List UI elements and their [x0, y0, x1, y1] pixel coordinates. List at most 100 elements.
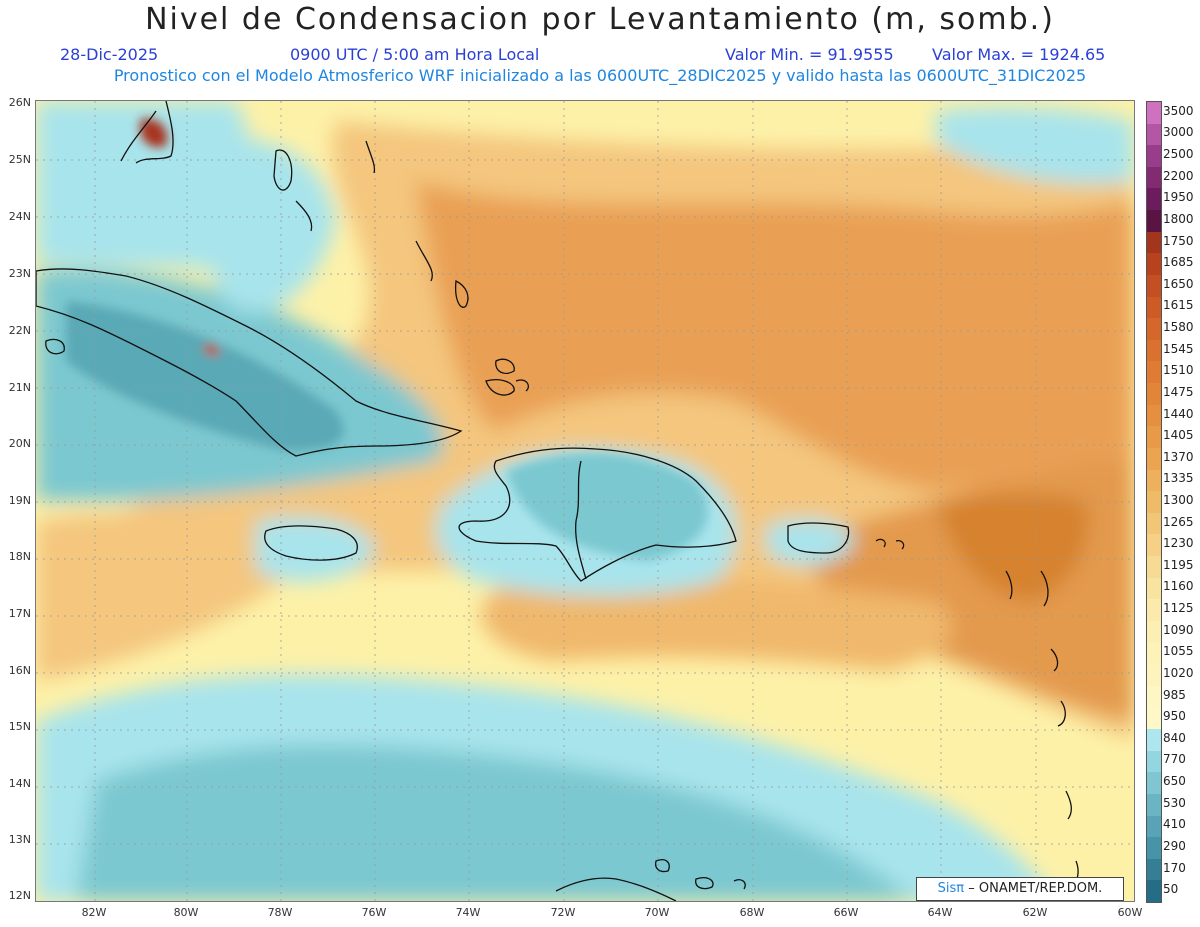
- colorbar-segment: [1147, 577, 1161, 600]
- colorbar-segment: [1147, 534, 1161, 557]
- field-cyan-bahamas: [202, 139, 336, 313]
- colorbar-segment: [1147, 274, 1161, 298]
- colorbar-label: 1510: [1163, 363, 1194, 378]
- colorbar-label: 950: [1163, 709, 1186, 724]
- lon-label-76W: 76W: [361, 906, 387, 919]
- lat-label-26N: 26N: [8, 96, 31, 109]
- lon-label-80W: 80W: [173, 906, 199, 919]
- colorbar-label: 1335: [1163, 471, 1194, 486]
- map-title: Nivel de Condensacion por Levantamiento …: [145, 2, 1055, 37]
- coast-venezuela: [555, 877, 677, 901]
- colorbar-segment: [1147, 383, 1161, 406]
- coast-bonaire: [733, 879, 746, 890]
- colorbar-label: 1750: [1163, 233, 1194, 248]
- colorbar-segment: [1147, 188, 1161, 211]
- map-panel: [35, 100, 1135, 902]
- colorbar-label: 530: [1163, 795, 1186, 810]
- colorbar-segment: [1147, 145, 1161, 168]
- colorbar-label: 1125: [1163, 601, 1194, 616]
- coast-cuba: [36, 268, 463, 457]
- coast-virgin-islands: [875, 538, 905, 550]
- colorbar-segment: [1147, 253, 1161, 276]
- colorbar-segment: [1147, 664, 1161, 687]
- lat-label-20N: 20N: [8, 437, 31, 450]
- colorbar-label: 1230: [1163, 536, 1194, 551]
- colorbar-segment: [1147, 361, 1161, 384]
- colorbar-label: 1055: [1163, 644, 1194, 659]
- field-shading: [36, 101, 1134, 901]
- colorbar-label: 3000: [1163, 125, 1194, 140]
- coast-isla-juventud: [45, 338, 65, 355]
- lon-label-78W: 78W: [267, 906, 293, 919]
- lon-label-72W: 72W: [550, 906, 576, 919]
- lat-label-21N: 21N: [8, 381, 31, 394]
- colorbar-segment: [1147, 729, 1161, 752]
- colorbar-segment: [1147, 707, 1161, 730]
- colorbar-label: 1685: [1163, 255, 1194, 270]
- coast-haiti-border: [575, 460, 587, 580]
- colorbar-label: 1545: [1163, 341, 1194, 356]
- lat-label-17N: 17N: [8, 607, 31, 620]
- field-dark-orange: [936, 493, 1089, 601]
- colorbar-label: 650: [1163, 774, 1186, 789]
- colorbar-segment: [1147, 339, 1161, 362]
- lat-label-22N: 22N: [8, 324, 31, 337]
- colorbar-segment: [1147, 793, 1161, 816]
- sispi-logo: Sisπ: [937, 881, 965, 896]
- coast-jamaica: [264, 525, 358, 561]
- colorbar-label: 1440: [1163, 406, 1194, 421]
- lat-label-13N: 13N: [8, 833, 31, 846]
- lat-label-19N: 19N: [8, 494, 31, 507]
- model-info-line: Pronostico con el Modelo Atmosferico WRF…: [113, 66, 1087, 85]
- coast-aruba: [654, 859, 670, 873]
- lon-label-62W: 62W: [1022, 906, 1048, 919]
- colorbar: [1146, 101, 1162, 903]
- colorbar-label: 2500: [1163, 147, 1194, 162]
- credit-box: Sisπ – ONAMET/REP.DOM.: [916, 877, 1124, 901]
- field-red-florida: [140, 118, 168, 148]
- lon-label-68W: 68W: [739, 906, 765, 919]
- colorbar-label: 1950: [1163, 190, 1194, 205]
- lon-label-82W: 82W: [81, 906, 107, 919]
- colorbar-segment: [1147, 685, 1161, 708]
- coast-curacao: [695, 877, 714, 890]
- lon-label-64W: 64W: [927, 906, 953, 919]
- field-orange-south-caribbean: [481, 577, 953, 671]
- coast-florida: [120, 101, 174, 164]
- colorbar-segment: [1147, 491, 1161, 514]
- colorbar-segment: [1147, 837, 1161, 860]
- lon-label-66W: 66W: [833, 906, 859, 919]
- value-min: Valor Min. = 91.9555: [725, 45, 894, 64]
- colorbar-label: 1020: [1163, 665, 1194, 680]
- colorbar-label: 840: [1163, 730, 1186, 745]
- colorbar-label: 1615: [1163, 298, 1194, 313]
- colorbar-label: 170: [1163, 860, 1186, 875]
- coast-turks-caicos: [495, 358, 530, 392]
- coast-bahamas-4: [455, 279, 469, 308]
- colorbar-segment: [1147, 815, 1161, 838]
- colorbar-label: 1160: [1163, 579, 1194, 594]
- coast-andros: [273, 149, 293, 191]
- colorbar-segment: [1147, 772, 1161, 795]
- coast-hispaniola: [458, 447, 737, 582]
- colorbar-label: 1300: [1163, 493, 1194, 507]
- colorbar-label: 770: [1163, 752, 1186, 767]
- colorbar-segment: [1147, 556, 1161, 579]
- colorbar-label: 1195: [1163, 557, 1194, 572]
- lat-label-25N: 25N: [8, 153, 31, 166]
- colorbar-segment: [1147, 599, 1161, 622]
- field-teal-south: [76, 744, 916, 901]
- colorbar-segment: [1147, 210, 1161, 233]
- coast-puerto-rico: [787, 522, 850, 554]
- coast-inagua: [485, 379, 515, 396]
- field-detail-shading: [66, 118, 708, 561]
- field-teal-hispaniola-core: [506, 452, 708, 561]
- lat-label-12N: 12N: [8, 889, 31, 902]
- colorbar-label: 1580: [1163, 320, 1194, 335]
- colorbar-segment: [1147, 404, 1161, 427]
- colorbar-label: 985: [1163, 687, 1186, 702]
- coast-lesser-antilles: [1005, 570, 1079, 888]
- colorbar-label: 1370: [1163, 449, 1194, 464]
- coast-bahamas-2: [365, 140, 376, 174]
- field-cyan-nw: [36, 101, 251, 271]
